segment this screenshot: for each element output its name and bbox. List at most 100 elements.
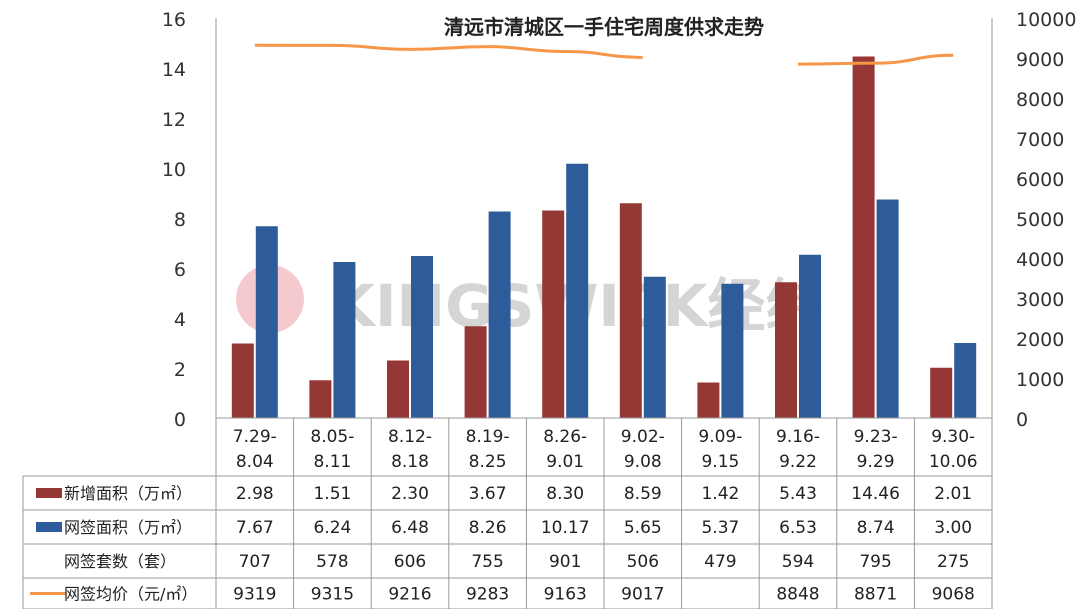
right-axis-tick-label: 10000 [1016, 9, 1076, 31]
table-cell: 2.01 [934, 484, 972, 504]
table-cell: 901 [549, 552, 581, 572]
bar-new-area [309, 380, 332, 418]
category-label: 8.19- [466, 427, 510, 447]
category-label: 9.02- [621, 427, 665, 447]
legend-key [36, 488, 62, 498]
table-cell: 7.67 [236, 518, 274, 538]
right-axis-tick-label: 9000 [1016, 49, 1064, 71]
right-axis-tick-label: 5000 [1016, 209, 1064, 231]
table-row-header: 网签均价（元/㎡） [64, 585, 197, 604]
bar-signed-area [954, 343, 977, 418]
table-cell: 9283 [466, 585, 509, 605]
left-axis-tick-label: 16 [162, 9, 186, 31]
table-cell: 1.51 [313, 484, 351, 504]
table-cell: 5.37 [701, 518, 739, 538]
table-cell: 9315 [311, 585, 354, 605]
left-axis-tick-label: 6 [174, 259, 186, 281]
category-label: 10.06 [929, 452, 978, 472]
category-label: 8.25 [469, 452, 507, 472]
table-cell: 755 [471, 552, 503, 572]
bar-new-area [930, 367, 953, 418]
category-label: 9.22 [779, 452, 817, 472]
bar-new-area [619, 203, 642, 418]
legend-key [36, 522, 62, 532]
bar-signed-area [488, 211, 511, 418]
table-cell: 2.30 [391, 484, 429, 504]
right-axis-tick-label: 4000 [1016, 249, 1064, 271]
bar-signed-area [799, 254, 821, 418]
table-cell: 506 [627, 552, 659, 572]
category-label: 9.09- [698, 427, 742, 447]
category-label: 9.16- [776, 427, 820, 447]
table-cell: 8.74 [857, 518, 895, 538]
table-cell: 275 [937, 552, 969, 572]
bar-signed-area [721, 283, 744, 418]
table-cell: 5.43 [779, 484, 817, 504]
right-axis-tick-label: 6000 [1016, 169, 1064, 191]
right-axis-tick-label: 3000 [1016, 289, 1064, 311]
table-cell: 707 [239, 552, 271, 572]
table-cell: 14.46 [851, 484, 900, 504]
line-avg-price [797, 53, 954, 66]
right-axis-tick-label: 2000 [1016, 329, 1064, 351]
table-cell: 9068 [932, 585, 975, 605]
table-row-header: 新增面积（万㎡） [64, 484, 192, 503]
table-cell: 9216 [388, 585, 431, 605]
table-cell: 3.67 [469, 484, 507, 504]
category-label: 8.11 [313, 452, 351, 472]
bar-signed-area [333, 262, 356, 418]
table-row-header: 网签套数（套） [64, 552, 176, 571]
bar-new-area [464, 326, 487, 418]
bar-new-area [231, 343, 254, 418]
table-cell: 6.48 [391, 518, 429, 538]
left-axis-tick-label: 8 [174, 209, 186, 231]
bar-new-area [387, 360, 409, 418]
category-label: 9.15 [701, 452, 739, 472]
table-cell: 2.98 [236, 484, 274, 504]
table-cell: 606 [394, 552, 426, 572]
bar-signed-area [255, 226, 278, 418]
left-axis-tick-label: 12 [162, 109, 186, 131]
bar-new-area [697, 382, 720, 418]
table-cell: 9319 [233, 585, 276, 605]
table-cell: 795 [859, 552, 891, 572]
table-row-header: 网签面积（万㎡） [64, 518, 192, 537]
table-cell: 594 [782, 552, 814, 572]
table-cell: 5.65 [624, 518, 662, 538]
category-label: 9.29 [857, 452, 895, 472]
chart-title: 清远市清城区一手住宅周度供求走势 [444, 15, 764, 39]
table-cell: 8848 [776, 585, 819, 605]
category-label: 8.18 [391, 452, 429, 472]
table-cell: 10.17 [541, 518, 590, 538]
right-axis-tick-label: 0 [1016, 409, 1028, 431]
table-cell: 8.59 [624, 484, 662, 504]
bar-new-area [775, 282, 797, 418]
bar-signed-area [876, 199, 899, 418]
category-label: 8.26- [543, 427, 587, 447]
right-axis-tick-label: 7000 [1016, 129, 1064, 151]
line-avg-price [254, 43, 643, 59]
table-cell: 6.24 [313, 518, 351, 538]
table-cell: 1.42 [701, 484, 739, 504]
bar-signed-area [643, 276, 666, 418]
category-label: 8.12- [388, 427, 432, 447]
table-cell: 8871 [854, 585, 897, 605]
right-axis-tick-label: 8000 [1016, 89, 1064, 111]
left-axis-tick-label: 10 [162, 159, 186, 181]
table-cell: 9163 [544, 585, 587, 605]
left-axis-tick-label: 14 [162, 59, 186, 81]
category-label: 9.30- [931, 427, 975, 447]
bar-signed-area [411, 256, 433, 418]
table-cell: 3.00 [934, 518, 972, 538]
left-axis-tick-label: 4 [174, 309, 186, 331]
table-cell: 8.30 [546, 484, 584, 504]
bar-new-area [852, 56, 875, 418]
table-cell: 479 [704, 552, 736, 572]
right-axis-tick-label: 1000 [1016, 369, 1064, 391]
bar-signed-area [566, 163, 589, 418]
category-label: 9.01 [546, 452, 584, 472]
table-cell: 8.26 [469, 518, 507, 538]
table-cell: 6.53 [779, 518, 817, 538]
